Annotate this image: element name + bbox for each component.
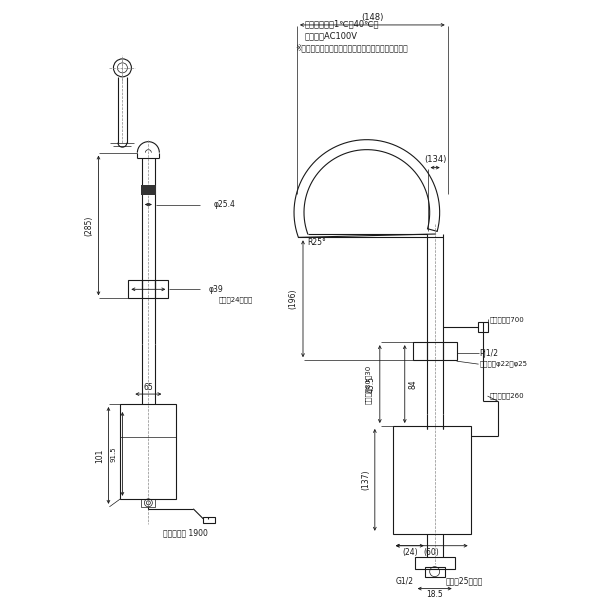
Text: 二面夤25－六觓: 二面夤25－六觓 <box>446 576 483 585</box>
Bar <box>413 342 457 360</box>
Bar <box>415 557 455 569</box>
Text: ※凰結の可能性のある所では使用しないでください。: ※凰結の可能性のある所では使用しないでください。 <box>295 43 408 52</box>
Text: 取付板厕30～30: 取付板厕30～30 <box>365 364 371 404</box>
Bar <box>478 322 488 332</box>
Text: φ39: φ39 <box>208 285 223 294</box>
Text: (196): (196) <box>289 289 298 309</box>
Bar <box>128 280 169 298</box>
Text: 101: 101 <box>95 448 104 463</box>
Bar <box>141 185 156 194</box>
Text: (148): (148) <box>361 13 383 22</box>
Text: G1/2: G1/2 <box>396 576 414 585</box>
Text: PJ1/2: PJ1/2 <box>479 349 499 358</box>
Bar <box>121 404 176 499</box>
Text: ・給水専用（1℃～40℃）: ・給水専用（1℃～40℃） <box>305 19 379 28</box>
Text: ・電源：AC100V: ・電源：AC100V <box>305 31 358 40</box>
Text: 84: 84 <box>408 379 417 389</box>
Text: 45.5: 45.5 <box>367 376 376 392</box>
Text: 18.5: 18.5 <box>427 590 443 599</box>
Bar <box>425 566 445 577</box>
Text: (285): (285) <box>84 215 93 236</box>
Text: コード全長260: コード全長260 <box>490 393 524 400</box>
Text: コード全長700: コード全長700 <box>490 316 524 323</box>
Text: 取付穴径φ22～φ25: 取付穴径φ22～φ25 <box>479 361 527 367</box>
Text: (134): (134) <box>424 155 446 164</box>
Text: 二面夤24－六觓: 二面夤24－六觓 <box>218 296 253 302</box>
Text: (24): (24) <box>402 548 418 557</box>
Text: (137): (137) <box>361 470 370 490</box>
Text: 65: 65 <box>143 383 153 392</box>
Text: (60): (60) <box>424 548 440 557</box>
Bar <box>142 499 155 507</box>
Text: 91.5: 91.5 <box>110 446 116 462</box>
Text: φ25.4: φ25.4 <box>213 200 235 209</box>
Text: R25°: R25° <box>308 238 326 247</box>
Bar <box>393 426 470 534</box>
Bar <box>203 517 215 523</box>
Text: コード全長 1900: コード全長 1900 <box>163 528 208 537</box>
